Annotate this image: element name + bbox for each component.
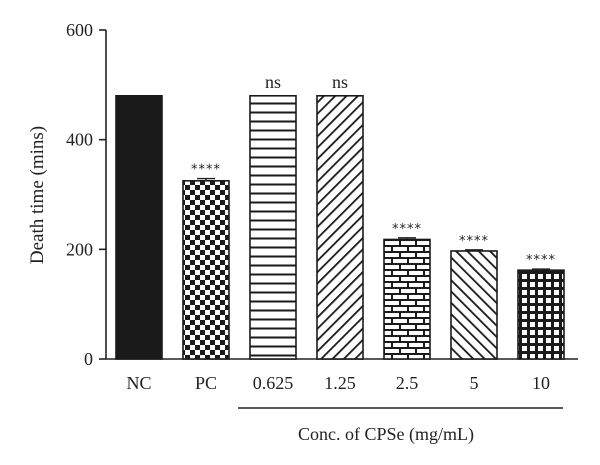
group-label: Conc. of CPSe (mg/mL) — [298, 424, 474, 445]
bar-PC — [182, 179, 230, 360]
bar-NC — [115, 95, 163, 360]
x-tick-label: PC — [195, 373, 217, 393]
bar-10 — [517, 269, 565, 360]
x-tick-label: 5 — [470, 373, 479, 393]
bar-0.625 — [249, 95, 297, 360]
y-ticks: 0 200 400 600 — [66, 20, 106, 369]
x-ticks: NC PC 0.625 1.25 2.5 5 10 — [126, 373, 550, 393]
significance-label: **** — [191, 163, 221, 178]
significance-label: ns — [265, 72, 281, 92]
significance-label: **** — [459, 234, 489, 249]
x-tick-label: 1.25 — [324, 373, 356, 393]
bar-5 — [450, 250, 498, 360]
x-tick-label: 2.5 — [396, 373, 419, 393]
significance-label: **** — [392, 222, 422, 237]
significance-label: ns — [332, 72, 348, 92]
y-axis-label: Death time (mins) — [27, 126, 48, 264]
x-tick-label: NC — [126, 373, 151, 393]
y-tick-label: 200 — [66, 239, 93, 259]
x-tick-label: 0.625 — [253, 373, 294, 393]
significance-label: **** — [526, 253, 556, 268]
bar-2.5 — [383, 238, 431, 360]
bar-1.25 — [316, 95, 364, 360]
bars: **** ns ns **** **** **** — [115, 72, 565, 360]
y-tick-label: 400 — [66, 130, 93, 150]
x-tick-label: 10 — [532, 373, 550, 393]
y-tick-label: 0 — [84, 349, 93, 369]
y-tick-label: 600 — [66, 20, 93, 40]
